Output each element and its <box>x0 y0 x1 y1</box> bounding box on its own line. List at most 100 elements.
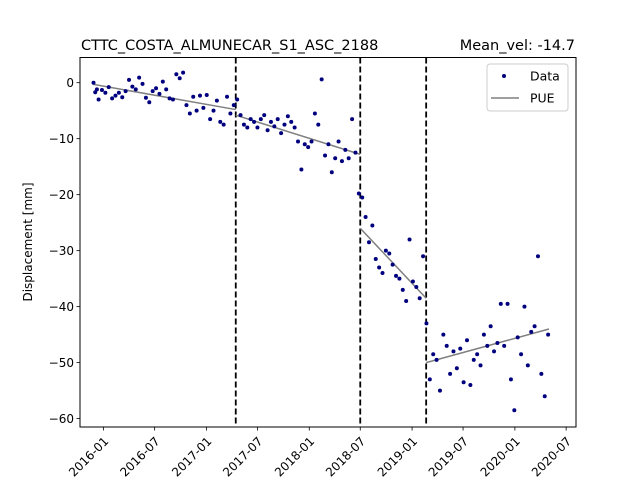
data-point <box>140 81 145 86</box>
data-point <box>377 265 382 270</box>
data-point <box>143 95 148 100</box>
data-point <box>228 111 233 116</box>
data-point <box>130 84 135 89</box>
data-point <box>218 119 223 124</box>
y-tick-label: −60 <box>49 412 74 426</box>
data-point <box>167 96 172 101</box>
data-point <box>427 377 432 382</box>
data-point <box>383 248 388 253</box>
y-tick-label: 0 <box>66 76 74 90</box>
data-point <box>397 276 402 281</box>
data-point <box>329 170 334 175</box>
data-point <box>137 75 142 80</box>
data-point <box>356 191 361 196</box>
x-tick-label: 2019-07 <box>426 434 471 479</box>
data-point <box>539 371 544 376</box>
data-point <box>306 145 311 150</box>
data-point <box>519 352 524 357</box>
data-point <box>99 87 104 92</box>
data-point <box>309 139 314 144</box>
data-point <box>339 159 344 164</box>
data-point <box>515 335 520 340</box>
y-axis-label: Displacement [mm] <box>21 182 35 301</box>
data-point <box>373 257 378 262</box>
y-tick-label: −30 <box>49 244 74 258</box>
chart-title: CTTC_COSTA_ALMUNECAR_S1_ASC_2188 <box>81 38 378 54</box>
x-tick-label: 2019-01 <box>375 434 420 479</box>
data-point <box>502 343 507 348</box>
data-point <box>296 139 301 144</box>
data-point <box>481 332 486 337</box>
data-point <box>265 128 270 133</box>
data-point <box>94 87 99 92</box>
data-point <box>434 357 439 362</box>
data-point <box>170 97 175 102</box>
x-tick-label: 2017-01 <box>169 434 214 479</box>
data-point <box>448 371 453 376</box>
data-point <box>471 357 476 362</box>
data-point <box>154 86 159 91</box>
data-point <box>248 117 253 122</box>
data-point <box>323 153 328 158</box>
data-point <box>498 301 503 306</box>
data-point <box>512 408 517 413</box>
data-point <box>404 299 409 304</box>
data-point <box>184 103 189 108</box>
data-point <box>96 97 101 102</box>
data-point <box>110 96 115 101</box>
data-point <box>150 89 155 94</box>
data-point <box>252 119 257 124</box>
data-point <box>461 380 466 385</box>
x-tick-label: 2020-07 <box>529 434 574 479</box>
data-point <box>157 91 162 96</box>
axes-frame <box>79 57 577 428</box>
data-point <box>380 271 385 276</box>
data-point <box>221 122 226 127</box>
data-point <box>458 346 463 351</box>
legend: Data PUE <box>486 63 569 112</box>
data-point <box>211 108 216 113</box>
data-point <box>164 87 169 92</box>
data-point <box>421 254 426 259</box>
legend-data-marker <box>502 74 506 78</box>
data-point <box>542 394 547 399</box>
data-point <box>387 251 392 256</box>
data-point <box>360 195 365 200</box>
data-point <box>394 273 399 278</box>
data-point <box>262 113 267 118</box>
data-point <box>363 215 368 220</box>
data-point <box>485 343 490 348</box>
data-point <box>346 156 351 161</box>
data-point <box>285 114 290 119</box>
data-point <box>529 329 534 334</box>
data-point <box>410 279 415 284</box>
data-point <box>231 103 236 108</box>
data-point <box>197 93 202 98</box>
x-tick-label: 2016-01 <box>66 434 111 479</box>
data-point <box>289 119 294 124</box>
data-point <box>417 296 422 301</box>
data-point <box>241 122 246 127</box>
data-point <box>292 125 297 130</box>
x-tick-label: 2016-07 <box>117 434 162 479</box>
data-point <box>177 76 182 81</box>
data-point <box>475 352 480 357</box>
data-point <box>160 79 165 84</box>
y-tick-label: −10 <box>49 132 74 146</box>
data-point <box>238 113 243 118</box>
data-point <box>268 119 273 124</box>
pue-trend-segment <box>93 83 236 111</box>
data-point <box>350 117 355 122</box>
data-point <box>495 341 500 346</box>
data-point <box>316 122 321 127</box>
pue-trend-segment <box>235 114 361 156</box>
data-point <box>123 89 128 94</box>
data-point <box>366 240 371 245</box>
data-point <box>235 97 240 102</box>
data-point <box>441 332 446 337</box>
data-point <box>214 98 219 103</box>
data-point <box>147 100 152 105</box>
data-point <box>444 343 449 348</box>
data-point <box>194 108 199 113</box>
data-point <box>255 125 260 130</box>
